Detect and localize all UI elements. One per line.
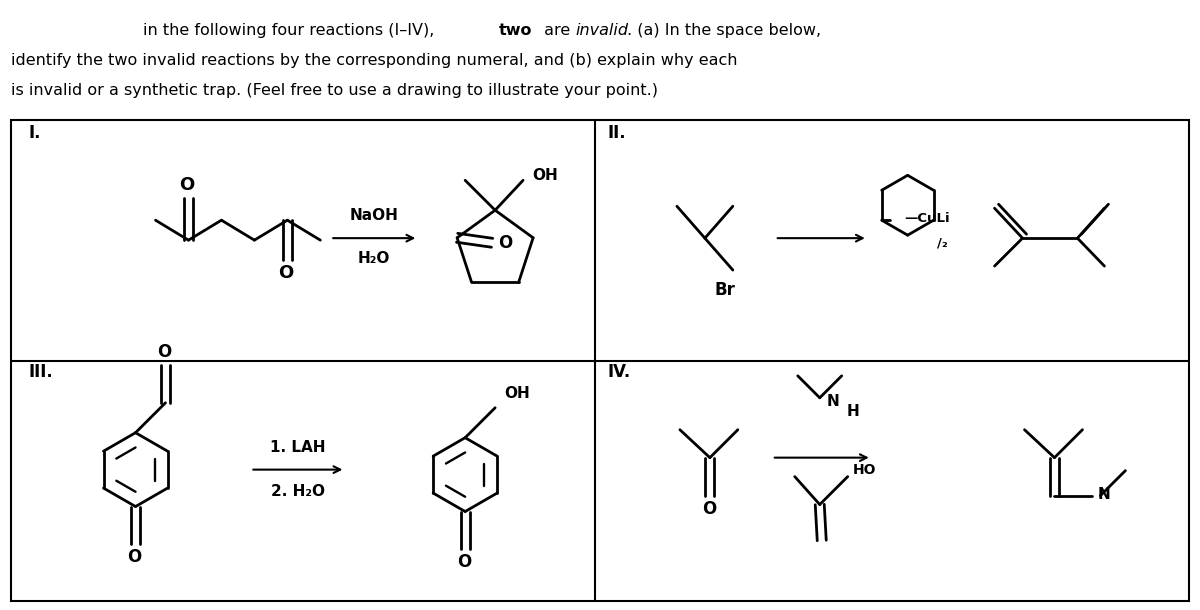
Text: invalid: invalid	[575, 23, 628, 38]
Text: O: O	[179, 176, 194, 194]
Text: identify the two invalid reactions by the corresponding numeral, and (b) explain: identify the two invalid reactions by th…	[11, 52, 737, 68]
Text: O: O	[157, 343, 172, 361]
Text: is invalid or a synthetic trap. (Feel free to use a drawing to illustrate your p: is invalid or a synthetic trap. (Feel fr…	[11, 82, 658, 98]
Text: OH: OH	[504, 386, 530, 401]
Text: O: O	[702, 500, 716, 517]
Text: H: H	[847, 404, 859, 419]
Text: III.: III.	[29, 363, 54, 381]
Text: /₂: /₂	[937, 237, 948, 249]
Text: . (a) In the space below,: . (a) In the space below,	[626, 23, 821, 38]
Text: 1. LAH: 1. LAH	[270, 440, 325, 455]
Text: Br: Br	[714, 281, 736, 299]
Text: are: are	[539, 23, 576, 38]
Text: 2. H₂O: 2. H₂O	[271, 484, 325, 499]
Text: —CuLi: —CuLi	[904, 212, 949, 224]
Text: II.: II.	[608, 124, 626, 142]
Text: O: O	[127, 548, 142, 567]
Text: N: N	[1098, 487, 1111, 502]
Text: I.: I.	[29, 124, 41, 142]
Text: NaOH: NaOH	[350, 207, 398, 223]
Text: IV.: IV.	[608, 363, 631, 381]
Text: H₂O: H₂O	[358, 251, 390, 265]
Text: two: two	[499, 23, 533, 38]
Text: O: O	[498, 234, 512, 252]
Text: O: O	[457, 553, 472, 572]
Text: O: O	[277, 264, 293, 282]
Bar	[11, 120, 1189, 601]
Text: in the following four reactions (I–IV),: in the following four reactions (I–IV),	[143, 23, 439, 38]
Text: HO: HO	[853, 462, 876, 476]
Text: N: N	[827, 394, 840, 409]
Text: OH: OH	[532, 168, 558, 183]
